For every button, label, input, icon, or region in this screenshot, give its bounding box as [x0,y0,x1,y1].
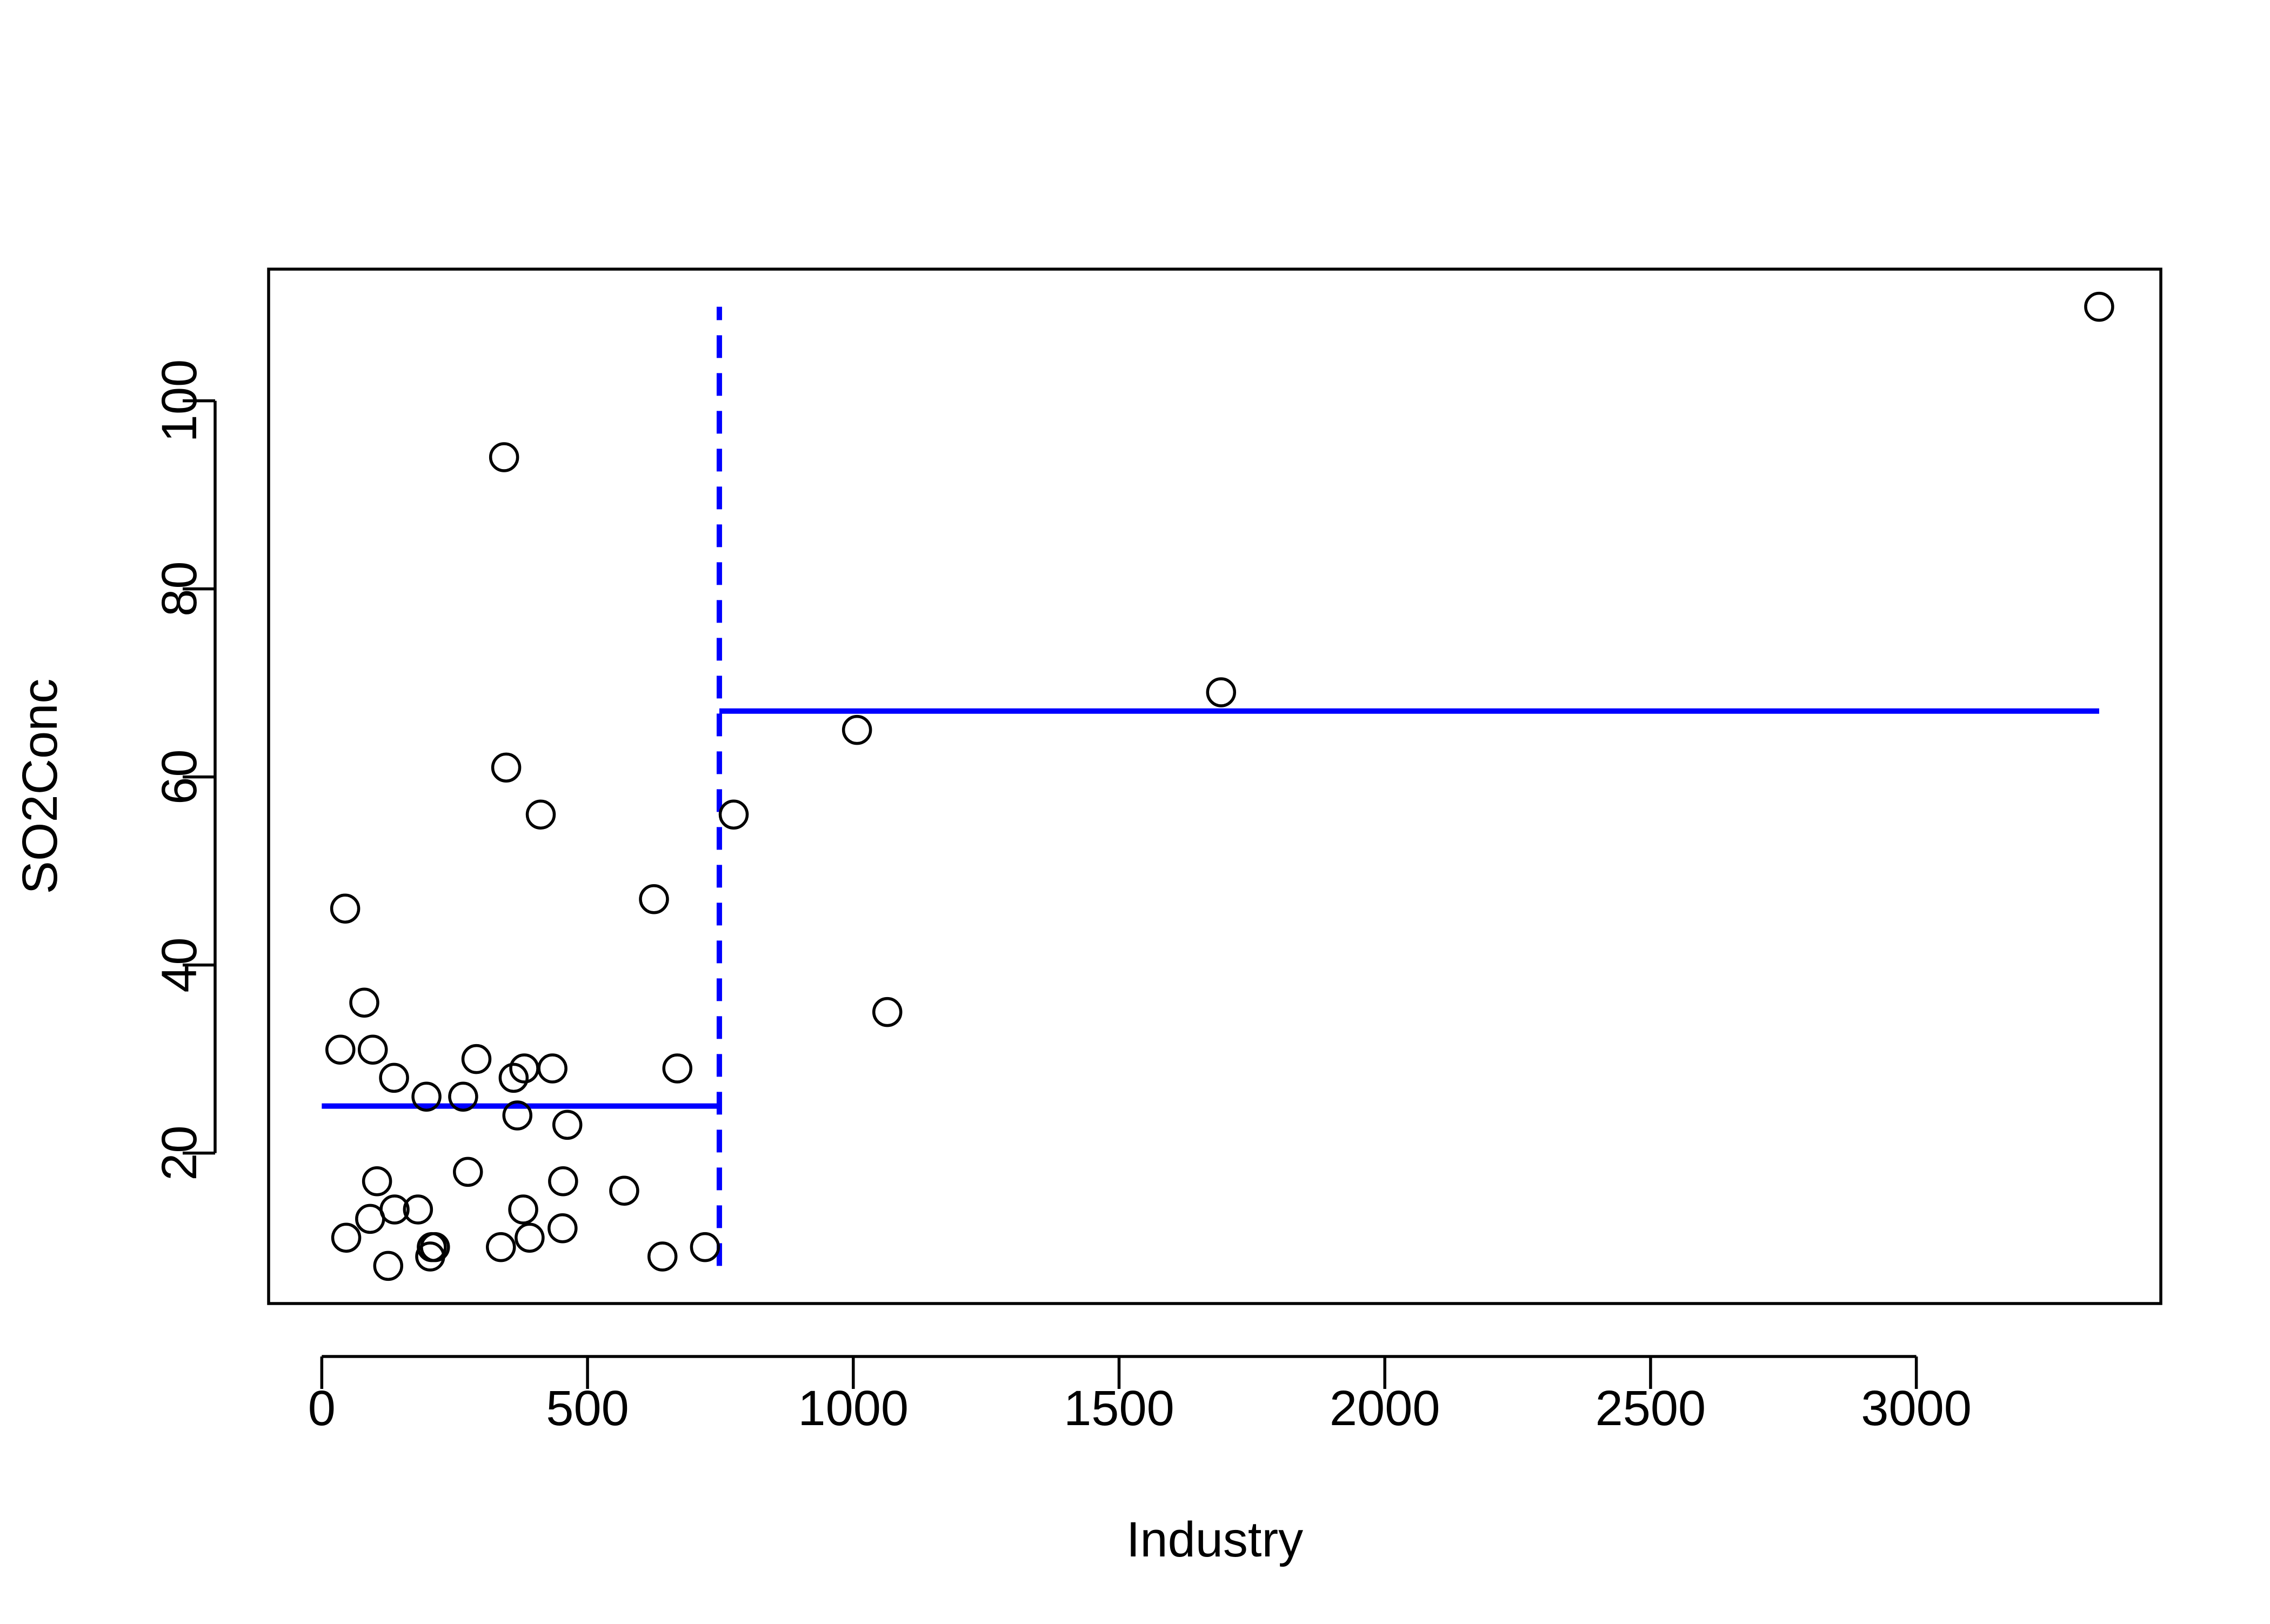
data-point [403,1194,433,1225]
data-point [842,714,872,745]
data-point [1206,677,1237,707]
data-point [420,1232,450,1262]
data-point [502,1100,532,1131]
data-point [690,1232,720,1262]
x-tick-label: 3000 [1861,1381,1972,1436]
overlay-layer [322,306,2099,1266]
x-axis-label: Industry [1126,1512,1303,1567]
data-point [491,752,522,783]
data-point [453,1157,483,1187]
y-tick-label: 80 [152,561,207,616]
data-point [515,1222,545,1253]
data-point [639,884,669,914]
data-point [662,1053,693,1084]
data-point [609,1175,639,1206]
data-point [358,1034,388,1065]
data-point [349,987,379,1018]
data-point [548,1213,578,1244]
data-point [718,799,749,830]
data-point [489,442,519,472]
plot-area-frame [267,268,2162,1305]
y-axis: 20 40 60 80 100 [152,359,217,1181]
data-point [362,1166,392,1197]
data-point [379,1194,410,1225]
y-tick-label: 20 [152,1125,207,1180]
y-axis-label: SO2Conc [12,679,68,894]
x-tick-label: 500 [546,1381,629,1436]
x-tick-label: 0 [308,1381,336,1436]
x-tick-label: 1000 [798,1381,909,1436]
data-point [2084,291,2114,322]
data-point [647,1241,678,1272]
data-point [552,1110,583,1140]
data-point [331,1222,362,1253]
points-layer [325,291,2114,1281]
data-point [498,1062,529,1093]
x-tick-label: 2500 [1595,1381,1706,1436]
data-point [325,1034,356,1065]
y-tick-label: 60 [152,749,207,804]
data-point [330,893,360,924]
x-tick-label: 1500 [1064,1381,1174,1436]
data-point [379,1062,409,1093]
x-axis: 0 500 1000 1500 2000 2500 3000 [308,1355,1972,1436]
y-tick-label: 100 [152,359,207,443]
data-point [461,1044,492,1074]
y-tick-label: 40 [152,937,207,992]
data-point [872,997,903,1027]
data-point [525,799,556,830]
data-point [411,1081,442,1112]
data-point [508,1194,538,1225]
data-point [486,1232,516,1262]
data-point [537,1053,568,1084]
data-point [548,1166,578,1197]
x-tick-label: 2000 [1330,1381,1440,1436]
data-point [448,1081,478,1112]
data-point [373,1251,404,1281]
